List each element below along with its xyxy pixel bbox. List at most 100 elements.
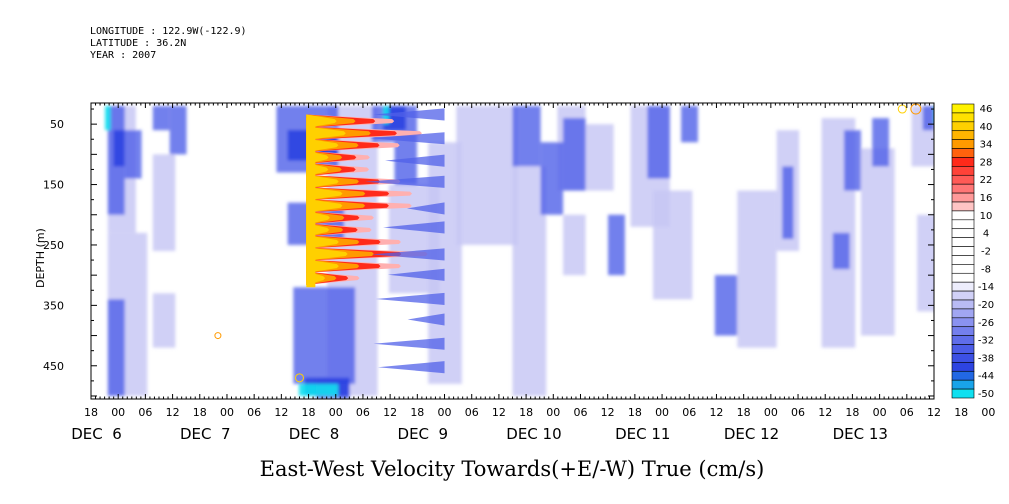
colorbar-cell bbox=[951, 370, 975, 381]
colorbar-cell bbox=[951, 237, 975, 247]
colorbar-cell bbox=[951, 264, 975, 274]
x-hour-label: 12 bbox=[274, 406, 288, 419]
x-hour-label: 00 bbox=[873, 406, 887, 419]
colorbar-cell bbox=[951, 183, 975, 194]
colorbar-cell bbox=[951, 246, 975, 256]
y-axis-label: DEPTH (m) bbox=[34, 228, 47, 288]
chart-title: East-West Velocity Towards(+E/-W) True (… bbox=[260, 457, 765, 481]
x-hour-label: 00 bbox=[438, 406, 452, 419]
colorbar-cell bbox=[951, 281, 975, 292]
colorbar-label: -14 bbox=[978, 282, 994, 293]
date-label: DEC 7 bbox=[180, 425, 231, 443]
date-label: DEC 8 bbox=[289, 425, 340, 443]
year-label: YEAR : 2007 bbox=[90, 50, 157, 61]
colorbar-cell bbox=[951, 103, 975, 114]
x-hour-label: 12 bbox=[492, 406, 506, 419]
colorbar-label: 46 bbox=[980, 104, 993, 115]
x-hour-label: 12 bbox=[927, 406, 941, 419]
colorbar-cell bbox=[951, 157, 975, 167]
x-hour-label: 18 bbox=[302, 406, 316, 419]
colorbar-cell bbox=[951, 344, 975, 354]
colorbar-cell bbox=[951, 228, 975, 238]
date-label: DEC 13 bbox=[833, 425, 888, 443]
x-hour-label: 06 bbox=[791, 406, 805, 419]
y-tick-label: 50 bbox=[50, 118, 64, 131]
date-label: DEC 10 bbox=[506, 425, 561, 443]
colorbar-label: -32 bbox=[978, 336, 994, 347]
colorbar-label: -8 bbox=[981, 264, 991, 275]
colorbar-cell bbox=[951, 201, 975, 212]
colorbar-label: 16 bbox=[980, 193, 993, 204]
x-hour-label: 00 bbox=[220, 406, 234, 419]
y-tick-labels: 50 150 250 350 450 bbox=[43, 118, 64, 373]
x-hour-label: 06 bbox=[247, 406, 261, 419]
x-hour-label: 06 bbox=[900, 406, 914, 419]
colorbar-cell bbox=[951, 379, 975, 390]
colorbar-cell bbox=[951, 192, 975, 203]
colorbar-cell bbox=[951, 299, 975, 310]
x-hour-label: 00 bbox=[546, 406, 560, 419]
colorbar-label: 22 bbox=[980, 175, 993, 186]
x-hour-label: 18 bbox=[628, 406, 642, 419]
colorbar-cell bbox=[951, 362, 975, 372]
x-hour-label: 18 bbox=[193, 406, 207, 419]
colorbar-cell bbox=[951, 353, 975, 363]
x-hour-label: 18 bbox=[845, 406, 859, 419]
x-hour-label: 00 bbox=[111, 406, 125, 419]
heatmap-field bbox=[105, 103, 934, 399]
colorbar-cell bbox=[951, 335, 975, 345]
colorbar-cell bbox=[951, 139, 975, 149]
x-hour-label: 18 bbox=[519, 406, 533, 419]
x-hour-label: 18 bbox=[410, 406, 424, 419]
x-hour-label: 00 bbox=[329, 406, 343, 419]
colorbar-cell bbox=[951, 166, 975, 176]
x-hour-label: 06 bbox=[573, 406, 587, 419]
colorbar: 46 40 34 28 22 16 10 4 -2 -8 -14 -20 -26 -32 -38 -44 -50 bbox=[951, 103, 994, 400]
colorbar-label: -44 bbox=[978, 371, 994, 382]
colorbar-label: -50 bbox=[978, 389, 994, 400]
x-hour-labels: 18 00 06 12 18 00 06 12 18 00 06 12 18 00 06 12 18 00 06 12… bbox=[84, 406, 1009, 419]
y-tick-label: 350 bbox=[43, 299, 64, 312]
colorbar-cell bbox=[951, 210, 975, 221]
x-hour-label: 12 bbox=[383, 406, 397, 419]
date-label: DEC 9 bbox=[398, 425, 449, 443]
date-label: DEC 12 bbox=[724, 425, 779, 443]
longitude-label: LONGITUDE : 122.9W(-122.9) bbox=[90, 26, 247, 37]
colorbar-cell bbox=[951, 255, 975, 265]
x-hour-label: 06 bbox=[138, 406, 152, 419]
colorbar-cell bbox=[951, 130, 975, 140]
colorbar-cell bbox=[951, 317, 975, 328]
x-hour-label: 18 bbox=[954, 406, 968, 419]
colorbar-label: -38 bbox=[978, 353, 994, 364]
colorbar-cell bbox=[951, 272, 975, 283]
colorbar-label: -20 bbox=[978, 300, 994, 311]
x-hour-label: 06 bbox=[465, 406, 479, 419]
colorbar-cell bbox=[951, 148, 975, 158]
x-hour-label: 06 bbox=[356, 406, 370, 419]
colorbar-cell bbox=[951, 326, 975, 336]
colorbar-label: -26 bbox=[978, 318, 994, 329]
colorbar-cell bbox=[951, 121, 975, 132]
colorbar-label: -2 bbox=[981, 247, 991, 258]
colorbar-label: 34 bbox=[980, 140, 993, 151]
y-tick-label: 250 bbox=[43, 239, 64, 252]
x-hour-label: 12 bbox=[166, 406, 180, 419]
colorbar-cell bbox=[951, 219, 975, 230]
y-tick-label: 450 bbox=[43, 360, 64, 373]
x-hour-label: 00 bbox=[981, 406, 995, 419]
x-hour-label: 18 bbox=[737, 406, 751, 419]
colorbar-cell bbox=[951, 308, 975, 319]
colorbar-label: 40 bbox=[980, 122, 993, 133]
x-hour-label: 06 bbox=[682, 406, 696, 419]
date-label: DEC 6 bbox=[71, 425, 122, 443]
x-hour-label: 00 bbox=[764, 406, 778, 419]
colorbar-cell bbox=[951, 174, 975, 185]
colorbar-cell bbox=[951, 388, 975, 399]
axis-ticks bbox=[90, 103, 935, 399]
x-hour-label: 12 bbox=[709, 406, 723, 419]
latitude-label: LATITUDE : 36.2N bbox=[90, 38, 187, 49]
x-hour-label: 18 bbox=[84, 406, 98, 419]
y-tick-label: 150 bbox=[43, 179, 64, 192]
colorbar-label: 28 bbox=[980, 157, 993, 168]
